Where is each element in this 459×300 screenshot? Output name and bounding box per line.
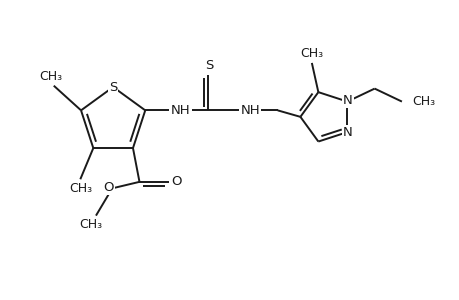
Text: CH₃: CH₃ (39, 70, 62, 83)
Text: S: S (205, 59, 213, 72)
Text: NH: NH (171, 104, 190, 117)
Text: CH₃: CH₃ (68, 182, 92, 195)
Text: O: O (103, 181, 114, 194)
Text: N: N (342, 94, 352, 107)
Text: O: O (171, 176, 181, 188)
Text: S: S (109, 80, 117, 94)
Text: CH₃: CH₃ (411, 95, 435, 108)
Text: N: N (342, 126, 352, 139)
Text: NH: NH (240, 104, 260, 117)
Text: CH₃: CH₃ (79, 218, 102, 231)
Text: CH₃: CH₃ (300, 47, 323, 60)
